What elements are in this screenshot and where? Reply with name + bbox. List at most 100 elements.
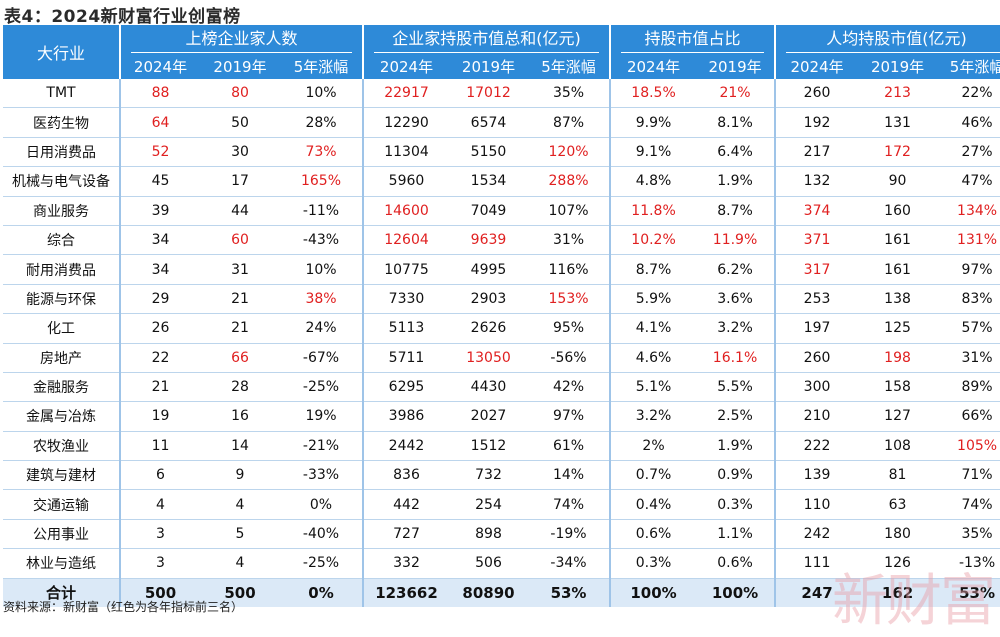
table-cell: 7049 (449, 196, 528, 226)
table-cell: 2442 (362, 431, 449, 462)
sub-header: 5年涨幅 (528, 53, 611, 79)
table-cell: 5711 (362, 343, 449, 373)
industry-name: 综合 (3, 225, 120, 256)
table-cell: 26 (119, 313, 200, 344)
table-cell: 53% (937, 578, 1000, 608)
table-cell: 31 (200, 254, 280, 285)
table-cell: 80890 (449, 578, 528, 608)
table-cell: 506 (449, 548, 528, 579)
table-cell: -21% (280, 431, 363, 462)
table-cell: 90 (858, 166, 938, 197)
industry-name: TMT (3, 79, 120, 109)
source-note: 资料来源：新财富（红色为各年指标前三名） (3, 600, 244, 614)
table-cell: 161 (858, 254, 938, 285)
table-cell: 2027 (449, 401, 528, 432)
table-cell: 2.5% (696, 401, 776, 432)
table-row: 机械与电气设备 45 17 165% 5960 1534 288% 4.8% 1.9% 132 90… (3, 166, 1000, 197)
table-cell: 727 (362, 519, 449, 550)
sub-header: 2019年 (696, 53, 776, 79)
table-cell: 0% (280, 578, 363, 608)
table-cell: 0.3% (696, 489, 776, 520)
watermark-logo: 新财富 (832, 569, 996, 634)
table-cell: 1.9% (696, 431, 776, 462)
table-cell: 3.6% (696, 284, 776, 315)
table-cell: 116% (528, 254, 611, 285)
table-cell: 13050 (449, 343, 528, 373)
table-cell: 288% (528, 166, 611, 197)
table-cell: 21% (696, 79, 776, 109)
table-cell: 5960 (362, 166, 449, 197)
table-cell: 6.4% (696, 137, 776, 168)
table-cell: 16 (200, 401, 280, 432)
table-cell: 153% (528, 284, 611, 315)
table-cell: 732 (449, 460, 528, 491)
table-cell: 132 (774, 166, 859, 197)
table-cell: 5.5% (696, 372, 776, 403)
table-cell: 1512 (449, 431, 528, 462)
table-cell: 4 (200, 548, 280, 579)
table-row: 金融服务 21 28 -25% 6295 4430 42% 5.1% 5.5% 300 158 89% (3, 372, 1000, 403)
table-cell: 19 (119, 401, 200, 432)
table-cell: 27% (937, 137, 1000, 168)
table-cell: -25% (280, 548, 363, 579)
table-cell: 123662 (362, 578, 449, 608)
sub-header: 2024年 (362, 53, 449, 79)
table-cell: 57% (937, 313, 1000, 344)
table-row: 农牧渔业 11 14 -21% 2442 1512 61% 2% 1.9% 222 108 105% (3, 431, 1000, 462)
total-row: 合计 500 500 0% 123662 80890 53% 100% 100% 247 162 53… (3, 578, 1000, 608)
table-cell: -19% (528, 519, 611, 550)
group-header-market-value: 企业家持股市值总和(亿元) (361, 25, 611, 53)
table-row: 金属与冶炼 19 16 19% 3986 2027 97% 3.2% 2.5% 210 127 66% (3, 401, 1000, 432)
industry-name: 交通运输 (3, 489, 120, 520)
table-cell: 17012 (449, 79, 528, 109)
table-cell: 12290 (362, 107, 449, 138)
table-cell: 10775 (362, 254, 449, 285)
table-cell: 22% (937, 79, 1000, 109)
table-cell: 24% (280, 313, 363, 344)
table-cell: 66 (200, 343, 280, 373)
table-cell: 5 (200, 519, 280, 550)
table-cell: 10% (280, 79, 363, 109)
table-cell: 2903 (449, 284, 528, 315)
table-cell: 39 (119, 196, 200, 226)
table-cell: 38% (280, 284, 363, 315)
table-cell: 222 (774, 431, 859, 462)
table-cell: -33% (280, 460, 363, 491)
table-cell: 28 (200, 372, 280, 403)
table-cell: 74% (937, 489, 1000, 520)
table-cell: 332 (362, 548, 449, 579)
industry-name: 化工 (3, 313, 120, 344)
table-cell: 100% (609, 578, 697, 608)
table-cell: 192 (774, 107, 859, 138)
table-cell: 89% (937, 372, 1000, 403)
sub-header: 2019年 (858, 53, 938, 79)
table-cell: 1.1% (696, 519, 776, 550)
table-cell: 105% (937, 431, 1000, 462)
table-row: 耐用消费品 34 31 10% 10775 4995 116% 8.7% 6.2% 317 161 9… (3, 254, 1000, 285)
industry-name: 林业与造纸 (3, 548, 120, 579)
table-cell: 4 (119, 489, 200, 520)
table-cell: 134% (937, 196, 1000, 226)
table-cell: 172 (858, 137, 938, 168)
table-cell: 81 (858, 460, 938, 491)
table-cell: 198 (858, 343, 938, 373)
table-cell: 83% (937, 284, 1000, 315)
sub-header: 2019年 (200, 53, 280, 79)
table-cell: 2% (609, 431, 697, 462)
table-cell: 500 (119, 578, 200, 608)
table-cell: 34 (119, 225, 200, 256)
table-cell: 42% (528, 372, 611, 403)
industry-name: 建筑与建材 (3, 460, 120, 491)
sub-header: 2024年 (609, 53, 697, 79)
industry-name: 机械与电气设备 (3, 166, 120, 197)
table-cell: 52 (119, 137, 200, 168)
table-cell: 0.4% (609, 489, 697, 520)
table-cell: 120% (528, 137, 611, 168)
table-cell: 11.9% (696, 225, 776, 256)
group-header-share: 持股市值占比 (609, 25, 776, 53)
table-cell: 97% (937, 254, 1000, 285)
sub-header: 2019年 (449, 53, 528, 79)
table-cell: 71% (937, 460, 1000, 491)
table-cell: 44 (200, 196, 280, 226)
table-cell: -43% (280, 225, 363, 256)
